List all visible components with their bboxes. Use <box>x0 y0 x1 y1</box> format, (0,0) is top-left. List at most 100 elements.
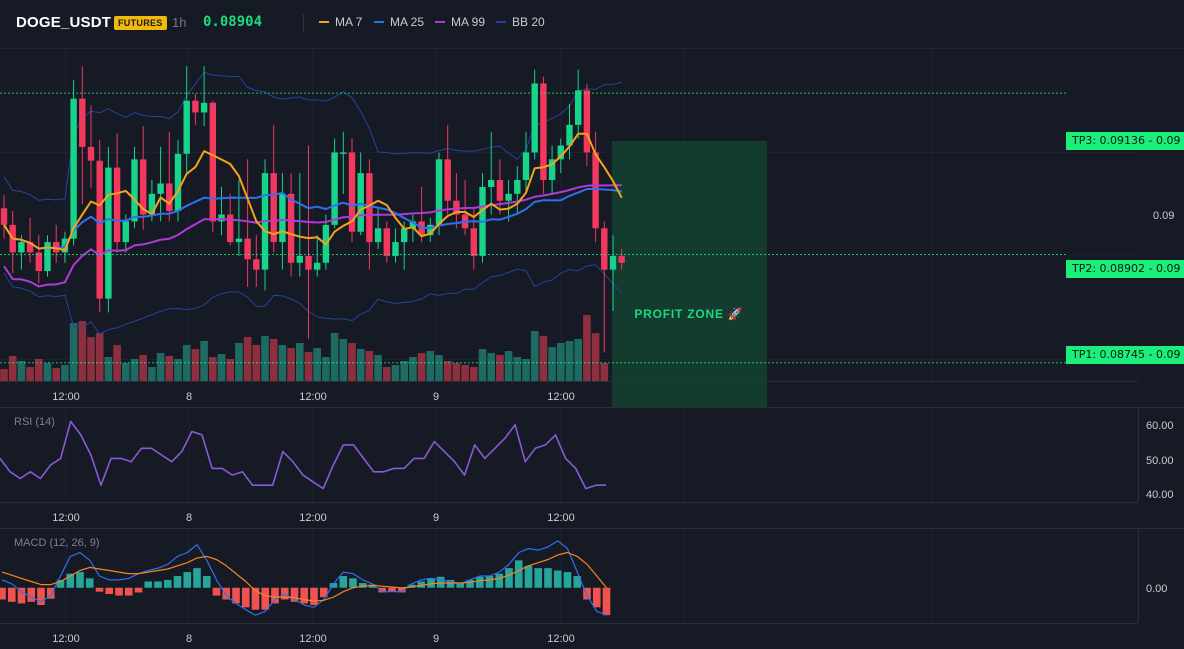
volume-bar <box>139 355 147 381</box>
macd-histogram-bar <box>251 587 260 610</box>
legend-ma7[interactable]: MA 7 <box>319 15 362 29</box>
volume-bar <box>591 333 600 381</box>
symbol-name[interactable]: DOGE_USDT <box>16 14 112 31</box>
ma99-swatch-icon <box>435 21 445 23</box>
time-axis-label: 12:00 <box>299 633 327 645</box>
macd-axis-tick: 0.00 <box>1146 583 1167 595</box>
tp3-axis: 0.09 <box>1156 134 1181 147</box>
candle-body <box>566 124 573 146</box>
volume-bar <box>557 343 565 381</box>
time-axis-label: 8 <box>186 391 192 403</box>
macd-histogram-bar <box>163 579 172 588</box>
ma25-swatch-icon <box>374 21 384 23</box>
timeframe-selector[interactable]: 1h <box>172 15 187 30</box>
candle-body <box>531 83 538 153</box>
header-divider <box>303 14 304 32</box>
profit-zone <box>612 141 767 407</box>
volume-bar <box>504 351 513 381</box>
candle-body <box>140 159 147 215</box>
volume-bar <box>365 351 374 381</box>
macd-histogram-bar <box>85 578 94 588</box>
macd-histogram-bar <box>485 576 494 588</box>
candle-body <box>357 173 364 232</box>
macd-histogram-bar <box>0 587 6 600</box>
macd-histogram-bar <box>475 576 484 588</box>
volume-bar <box>565 341 574 381</box>
macd-histogram-bar <box>388 587 396 592</box>
candle-body <box>79 98 86 147</box>
macd-line <box>1 540 607 616</box>
last-price: 0.08904 <box>203 14 263 30</box>
volume-bar <box>426 351 435 381</box>
macd-histogram-bar <box>339 576 348 588</box>
volume-bar <box>156 353 165 381</box>
candle-body <box>148 193 156 215</box>
legend-ma7-label: MA 7 <box>335 15 363 29</box>
candle-body <box>235 238 243 243</box>
volume-bar <box>278 345 287 381</box>
time-axis-label: 12:00 <box>547 512 575 524</box>
macd-histogram-bar <box>37 587 45 605</box>
volume-bar <box>435 355 443 381</box>
macd-histogram-bar <box>300 587 309 604</box>
volume-bar <box>78 321 87 381</box>
macd-histogram-bar <box>368 584 377 588</box>
volume-bar <box>226 359 234 381</box>
volume-bar <box>243 337 252 381</box>
candle-body <box>131 159 138 222</box>
time-axis-label: 12:00 <box>52 633 80 645</box>
candle-body <box>374 228 382 243</box>
candle-body <box>296 255 303 263</box>
candle-body <box>592 152 599 229</box>
volume-bar <box>191 349 200 381</box>
volume-bar <box>374 355 382 381</box>
macd-histogram-bar <box>134 587 143 593</box>
axes-labels: 12:00 8 12:00 9 12:00 12:00 8 12:00 9 12:00 12:00 8… <box>52 391 1173 645</box>
candle-body <box>218 214 225 222</box>
candle-body <box>618 255 625 263</box>
candle-body <box>522 152 530 181</box>
legend-bb20[interactable]: BB 20 <box>496 15 545 29</box>
time-axis-label: 9 <box>433 512 439 524</box>
candle-body <box>287 193 295 263</box>
volume-bar <box>548 347 556 381</box>
candle-body <box>174 153 182 212</box>
volume-bar <box>235 343 243 381</box>
macd-histogram-bar <box>193 568 201 588</box>
macd-histogram-bar <box>544 568 552 588</box>
macd-histogram-bar <box>397 587 406 593</box>
candle-body <box>548 159 556 181</box>
candle-body <box>35 252 42 272</box>
candle-body <box>505 193 512 201</box>
volume-bar <box>443 361 452 381</box>
candle-body <box>383 228 390 256</box>
candle-body <box>192 100 199 113</box>
candle-body <box>270 173 277 243</box>
candle-body <box>583 90 591 153</box>
macd-histogram-bar <box>602 587 611 616</box>
macd-histogram-bar <box>583 587 591 600</box>
volume-bar <box>522 359 530 381</box>
legend-ma25[interactable]: MA 25 <box>374 15 424 29</box>
volume-bar <box>17 361 26 381</box>
tp1-label: TP1: 0.08745 - 0.09 <box>1066 346 1184 364</box>
candle-body <box>166 183 173 212</box>
ma7-line <box>3 132 623 252</box>
volume-bar <box>348 343 356 381</box>
macd-histogram-bar <box>495 573 504 588</box>
tp1-axis: 0.09 <box>1156 348 1181 361</box>
chart-header: DOGE_USDT FUTURES 1h 0.08904 MA 7 MA 25 … <box>0 0 1184 48</box>
candle-body <box>340 152 347 154</box>
macd-histogram-bar <box>241 587 250 608</box>
macd-histogram-bar <box>524 565 533 588</box>
macd-histogram-bar <box>95 587 104 592</box>
macd-histogram-bar <box>505 568 513 588</box>
macd-histogram-bar <box>553 570 562 588</box>
macd-histogram-bar <box>56 579 65 588</box>
volume-bar <box>8 356 17 381</box>
candle-body <box>87 146 95 161</box>
candle-body <box>470 228 477 256</box>
legend-ma99[interactable]: MA 99 <box>435 15 485 29</box>
target-lines <box>0 92 1066 364</box>
